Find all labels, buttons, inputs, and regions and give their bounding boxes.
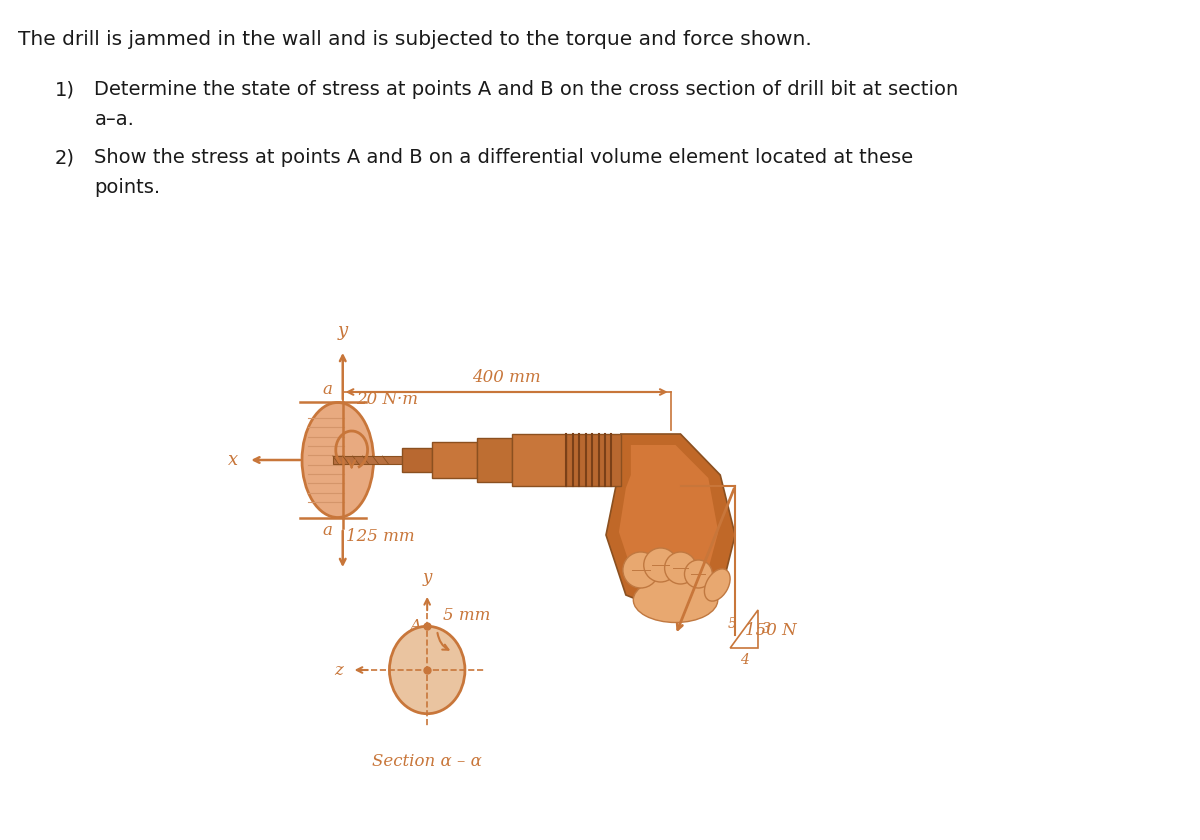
Text: Determine the state of stress at points A and B on the cross section of drill bi: Determine the state of stress at points … — [95, 80, 959, 99]
Text: a: a — [323, 381, 332, 398]
Ellipse shape — [390, 627, 464, 714]
Text: z: z — [334, 662, 343, 679]
Polygon shape — [606, 434, 736, 615]
Text: x: x — [228, 451, 239, 469]
Text: Show the stress at points A and B on a differential volume element located at th: Show the stress at points A and B on a d… — [95, 148, 913, 167]
Text: y: y — [422, 570, 432, 586]
Circle shape — [643, 548, 678, 582]
Circle shape — [623, 552, 659, 588]
Text: a: a — [323, 522, 332, 539]
Text: 4: 4 — [739, 653, 749, 667]
Text: Section α – α: Section α – α — [372, 753, 482, 770]
Ellipse shape — [634, 578, 718, 622]
Text: y: y — [337, 322, 348, 340]
Ellipse shape — [704, 569, 730, 601]
Circle shape — [665, 552, 696, 584]
Text: 125 mm: 125 mm — [346, 528, 414, 545]
Text: points.: points. — [95, 178, 161, 197]
Text: A: A — [409, 617, 421, 635]
Bar — [332, 456, 402, 464]
Text: The drill is jammed in the wall and is subjected to the torque and force shown.: The drill is jammed in the wall and is s… — [18, 30, 811, 49]
Text: 3: 3 — [762, 622, 770, 636]
Bar — [476, 438, 511, 482]
Bar — [432, 442, 476, 478]
Text: 400 mm: 400 mm — [473, 369, 541, 386]
Text: 2): 2) — [55, 148, 74, 167]
Text: a–a.: a–a. — [95, 110, 134, 129]
Text: 5: 5 — [727, 617, 736, 631]
Text: 5 mm: 5 mm — [443, 607, 491, 624]
Text: 150 N: 150 N — [745, 622, 797, 638]
Ellipse shape — [302, 402, 373, 517]
Bar — [402, 448, 432, 472]
Text: B: B — [409, 684, 421, 701]
Polygon shape — [619, 445, 719, 598]
Bar — [511, 434, 566, 486]
Text: 20 N·m: 20 N·m — [355, 391, 418, 408]
Text: 1): 1) — [55, 80, 74, 99]
Bar — [566, 434, 620, 486]
Circle shape — [684, 560, 713, 588]
